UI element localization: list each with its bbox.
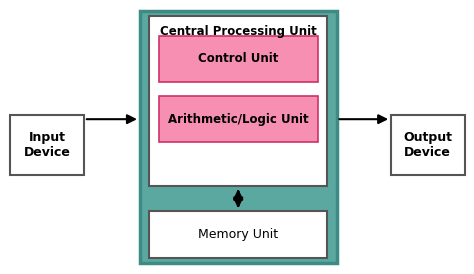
Text: Arithmetic/Logic Unit: Arithmetic/Logic Unit xyxy=(168,113,309,126)
Bar xyxy=(149,16,327,186)
Text: Central Processing Unit: Central Processing Unit xyxy=(160,25,317,38)
Text: Input
Device: Input Device xyxy=(24,131,71,159)
Text: Memory Unit: Memory Unit xyxy=(198,228,278,241)
Bar xyxy=(10,115,84,175)
Bar xyxy=(140,11,337,263)
Bar xyxy=(159,96,318,142)
Bar xyxy=(159,36,318,82)
Text: Control Unit: Control Unit xyxy=(198,52,278,65)
Bar xyxy=(391,115,465,175)
Bar xyxy=(149,211,327,258)
Text: Output
Device: Output Device xyxy=(403,131,452,159)
